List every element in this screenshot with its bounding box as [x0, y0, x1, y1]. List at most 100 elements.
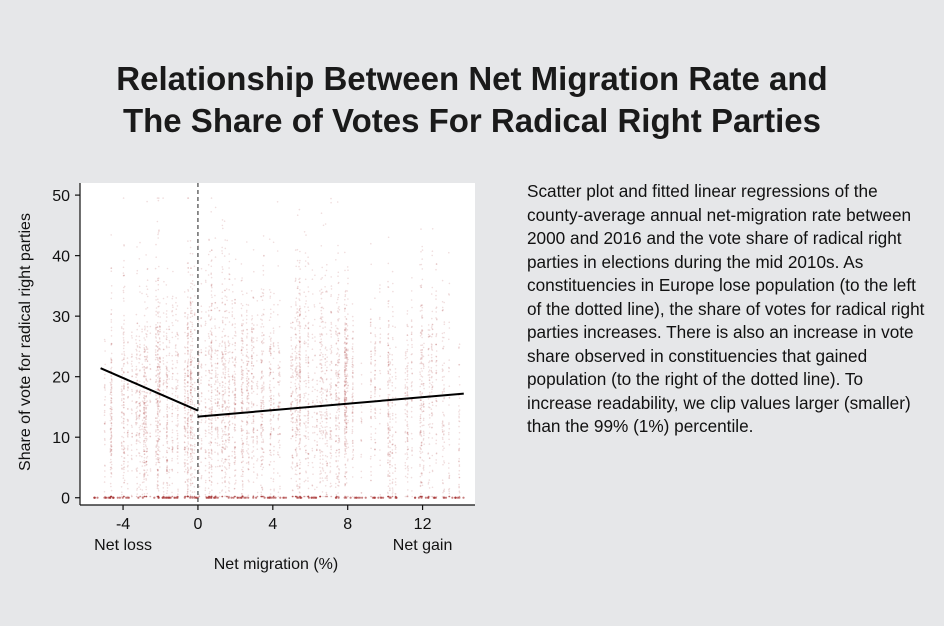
scatter-point — [121, 394, 123, 396]
scatter-point — [279, 488, 281, 490]
scatter-point — [109, 438, 112, 441]
scatter-point — [299, 440, 301, 442]
scatter-point — [394, 326, 397, 328]
scatter-point — [216, 404, 219, 407]
scatter-point — [109, 415, 112, 417]
scatter-point — [290, 359, 292, 362]
scatter-point — [330, 352, 332, 355]
scatter-point — [262, 387, 265, 389]
scatter-point — [192, 435, 194, 437]
scatter-point — [190, 310, 192, 312]
scatter-point — [143, 381, 145, 383]
scatter-point — [406, 452, 408, 454]
scatter-point — [325, 417, 328, 420]
scatter-point — [127, 433, 129, 436]
scatter-point — [222, 268, 224, 270]
scatter-point — [209, 399, 212, 402]
scatter-point — [344, 335, 346, 338]
scatter-point — [121, 445, 123, 448]
scatter-point — [127, 464, 129, 467]
scatter-point — [305, 449, 307, 452]
scatter-point — [324, 411, 326, 414]
scatter-point — [228, 394, 231, 397]
scatter-point — [123, 342, 125, 344]
scatter-point — [278, 352, 281, 354]
scatter-point — [336, 478, 339, 480]
scatter-point — [224, 346, 227, 348]
scatter-point — [221, 482, 224, 484]
scatter-point — [166, 459, 168, 462]
scatter-point — [299, 349, 301, 351]
scatter-point — [407, 344, 409, 346]
scatter-point — [144, 327, 146, 329]
scatter-point — [337, 409, 339, 411]
scatter-point — [428, 443, 431, 445]
scatter-point — [345, 422, 348, 425]
scatter-point — [205, 430, 207, 433]
scatter-point — [208, 479, 211, 482]
scatter-point — [247, 448, 249, 450]
scatter-point — [157, 298, 159, 301]
scatter-point — [295, 392, 298, 394]
scatter-point — [458, 425, 460, 428]
scatter-point — [163, 335, 165, 337]
scatter-point — [407, 433, 409, 436]
scatter-point — [392, 315, 394, 318]
scatter-point — [166, 459, 169, 462]
scatter-point — [338, 439, 341, 441]
scatter-point — [319, 317, 322, 320]
scatter-point — [189, 378, 192, 381]
scatter-point — [344, 372, 346, 375]
scatter-point — [190, 466, 192, 468]
scatter-point — [270, 343, 272, 346]
scatter-point — [231, 300, 233, 302]
scatter-point — [296, 415, 298, 418]
scatter-point — [121, 359, 123, 362]
scatter-point — [189, 494, 192, 496]
scatter-point — [187, 290, 190, 292]
scatter-point — [130, 356, 133, 358]
scatter-point — [214, 307, 216, 310]
scatter-point — [136, 448, 138, 451]
scatter-point — [198, 472, 201, 475]
scatter-point — [191, 413, 194, 416]
scatter-point — [221, 440, 224, 442]
scatter-point — [211, 286, 213, 289]
scatter-point — [193, 387, 196, 390]
scatter-point — [190, 335, 192, 338]
scatter-point — [191, 360, 193, 362]
scatter-point — [369, 458, 372, 460]
scatter-point — [277, 406, 280, 408]
scatter-point — [326, 360, 328, 363]
scatter-point — [166, 430, 168, 433]
scatter-point — [421, 349, 424, 351]
scatter-point — [404, 408, 406, 411]
scatter-point — [211, 465, 213, 468]
scatter-point — [228, 476, 231, 479]
scatter-point — [123, 447, 125, 449]
scatter-point — [304, 425, 307, 427]
scatter-point — [145, 495, 148, 498]
scatter-point — [186, 366, 189, 369]
scatter-point — [224, 399, 226, 402]
scatter-point — [224, 415, 227, 418]
scatter-point — [189, 484, 192, 487]
scatter-point — [224, 373, 226, 376]
scatter-point — [443, 490, 445, 493]
scatter-point — [207, 253, 210, 256]
scatter-point — [314, 340, 316, 342]
scatter-point — [407, 394, 409, 397]
scatter-point — [166, 423, 169, 425]
scatter-point — [261, 292, 264, 294]
scatter-point — [207, 390, 210, 392]
scatter-point — [141, 489, 144, 491]
scatter-point — [458, 416, 460, 419]
scatter-point — [166, 410, 169, 413]
scatter-point — [298, 265, 300, 268]
scatter-point — [330, 382, 333, 384]
scatter-point — [256, 458, 259, 460]
scatter-point — [204, 320, 207, 323]
scatter-point — [305, 392, 307, 394]
scatter-point — [145, 367, 147, 369]
scatter-point — [406, 495, 408, 498]
